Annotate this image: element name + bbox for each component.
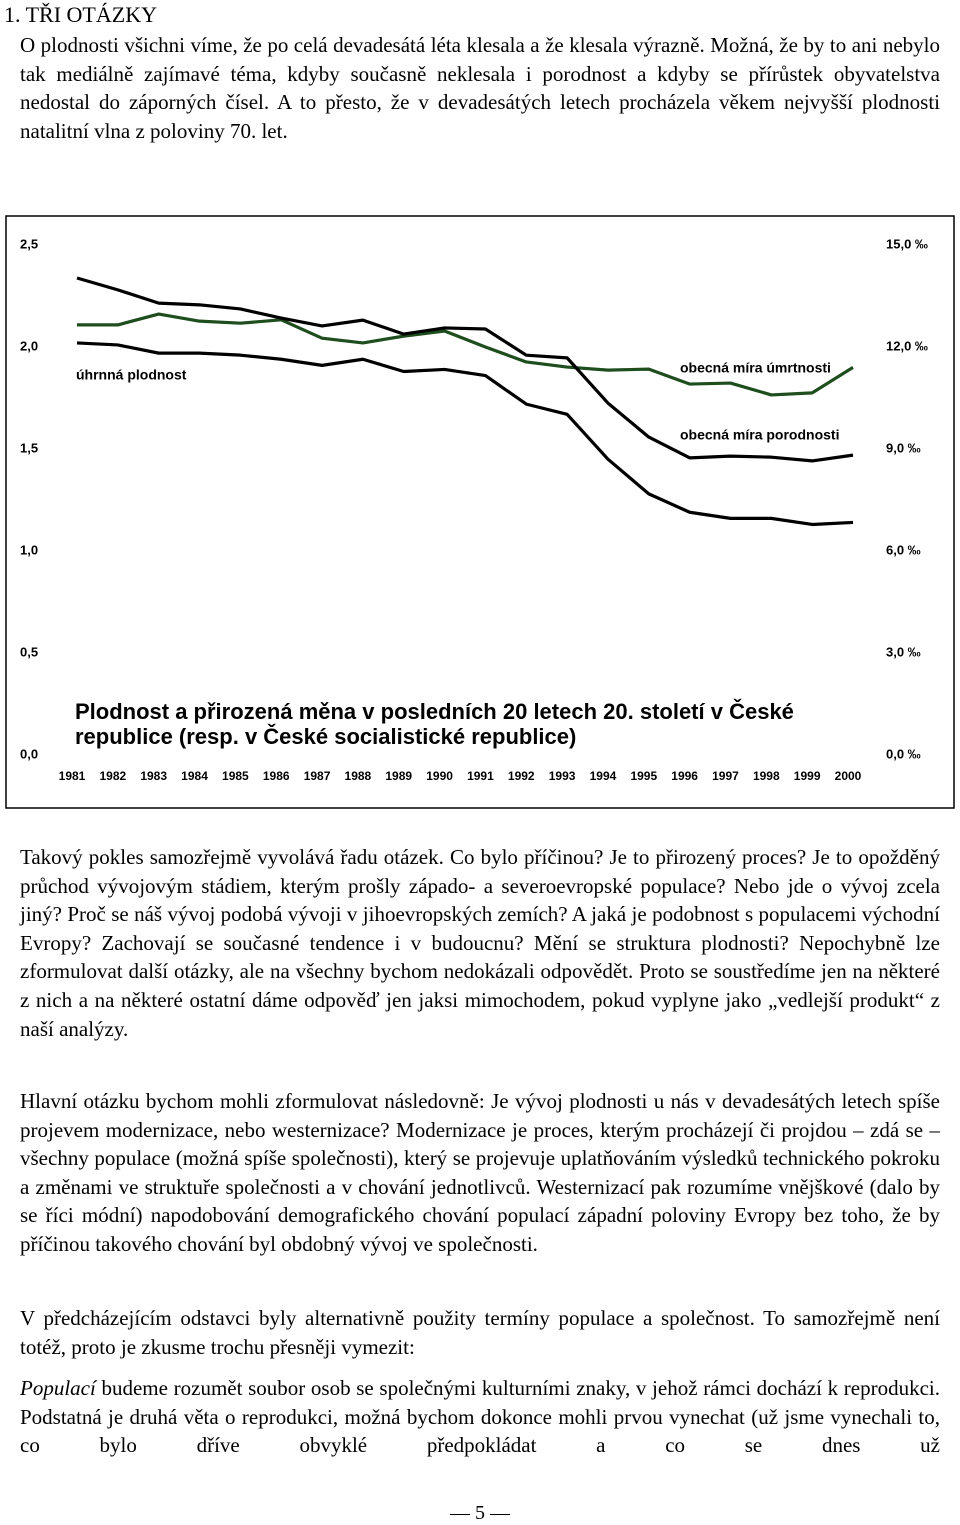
y2-tick-label: 6,0 ‰ [886,542,921,557]
line [76,341,854,527]
x-tick-label: 2000 [835,769,862,783]
y2-tick-label: 12,0 ‰ [886,338,928,353]
y-tick-label: 2,0 [20,338,38,353]
page-number: — 5 — [450,1502,510,1524]
y-tick-label: 0,5 [20,644,38,659]
x-tick-label: 1992 [508,769,535,783]
y-tick-label: 2,5 [20,236,38,251]
series-label: úhrnná plodnost [76,367,187,383]
chart-frame [5,215,955,809]
chart-title: Plodnost a přirozená měna v posledních 2… [75,699,794,749]
text: budeme rozumět soubor osob se společnými… [20,1376,940,1458]
x-tick-label: 1999 [794,769,821,783]
emphasis: Populací [20,1376,96,1400]
x-tick-label: 1990 [426,769,453,783]
paragraph: Populací budeme rozumět soubor osob se s… [20,1374,940,1460]
x-tick-label: 1998 [753,769,780,783]
y2-tick-label: 0,0 ‰ [886,746,921,761]
y-tick-label: 1,0 [20,542,38,557]
x-tick-label: 1997 [712,769,739,783]
x-tick-label: 1995 [630,769,657,783]
x-tick-label: 1994 [590,769,617,783]
paragraph: Hlavní otázku bychom mohli zformulovat n… [20,1089,940,1256]
paragraph: O plodnosti všichni víme, že po celá dev… [20,33,940,143]
x-tick-label: 1982 [99,769,126,783]
x-tick-label: 1987 [304,769,331,783]
paragraph: V předcházejícím odstavci byly alternati… [20,1306,940,1359]
chart: 0,0 0,5 1,0 1,5 2,0 2,5 0,0 ‰ 3,0 ‰ 6,0 ‰ 9,0 ‰ 12… [5,215,955,809]
y2-tick-label: 3,0 ‰ [886,644,921,659]
line [77,312,854,397]
heading: 1. TŘI OTÁZKY [4,2,157,27]
x-tick-label: 1993 [549,769,576,783]
series-label: obecná míra úmrtnosti [680,360,831,376]
y-tick-label: 1,5 [20,440,38,455]
series-label: obecná míra porodnosti [680,427,839,443]
x-tick-label: 1988 [345,769,372,783]
y-tick-label: 0,0 [20,746,38,761]
x-tick-label: 1989 [385,769,412,783]
paragraph: Takový pokles samozřejmě vyvolává řadu o… [20,845,940,1041]
x-tick-label: 1984 [181,769,208,783]
line [76,276,854,463]
x-tick-label: 1985 [222,769,249,783]
x-tick-label: 1981 [59,769,86,783]
x-tick-label: 1983 [140,769,167,783]
x-tick-label: 1991 [467,769,494,783]
x-tick-label: 1996 [671,769,698,783]
y2-tick-label: 9,0 ‰ [886,440,921,455]
y2-tick-label: 15,0 ‰ [886,236,928,251]
x-tick-label: 1986 [263,769,290,783]
